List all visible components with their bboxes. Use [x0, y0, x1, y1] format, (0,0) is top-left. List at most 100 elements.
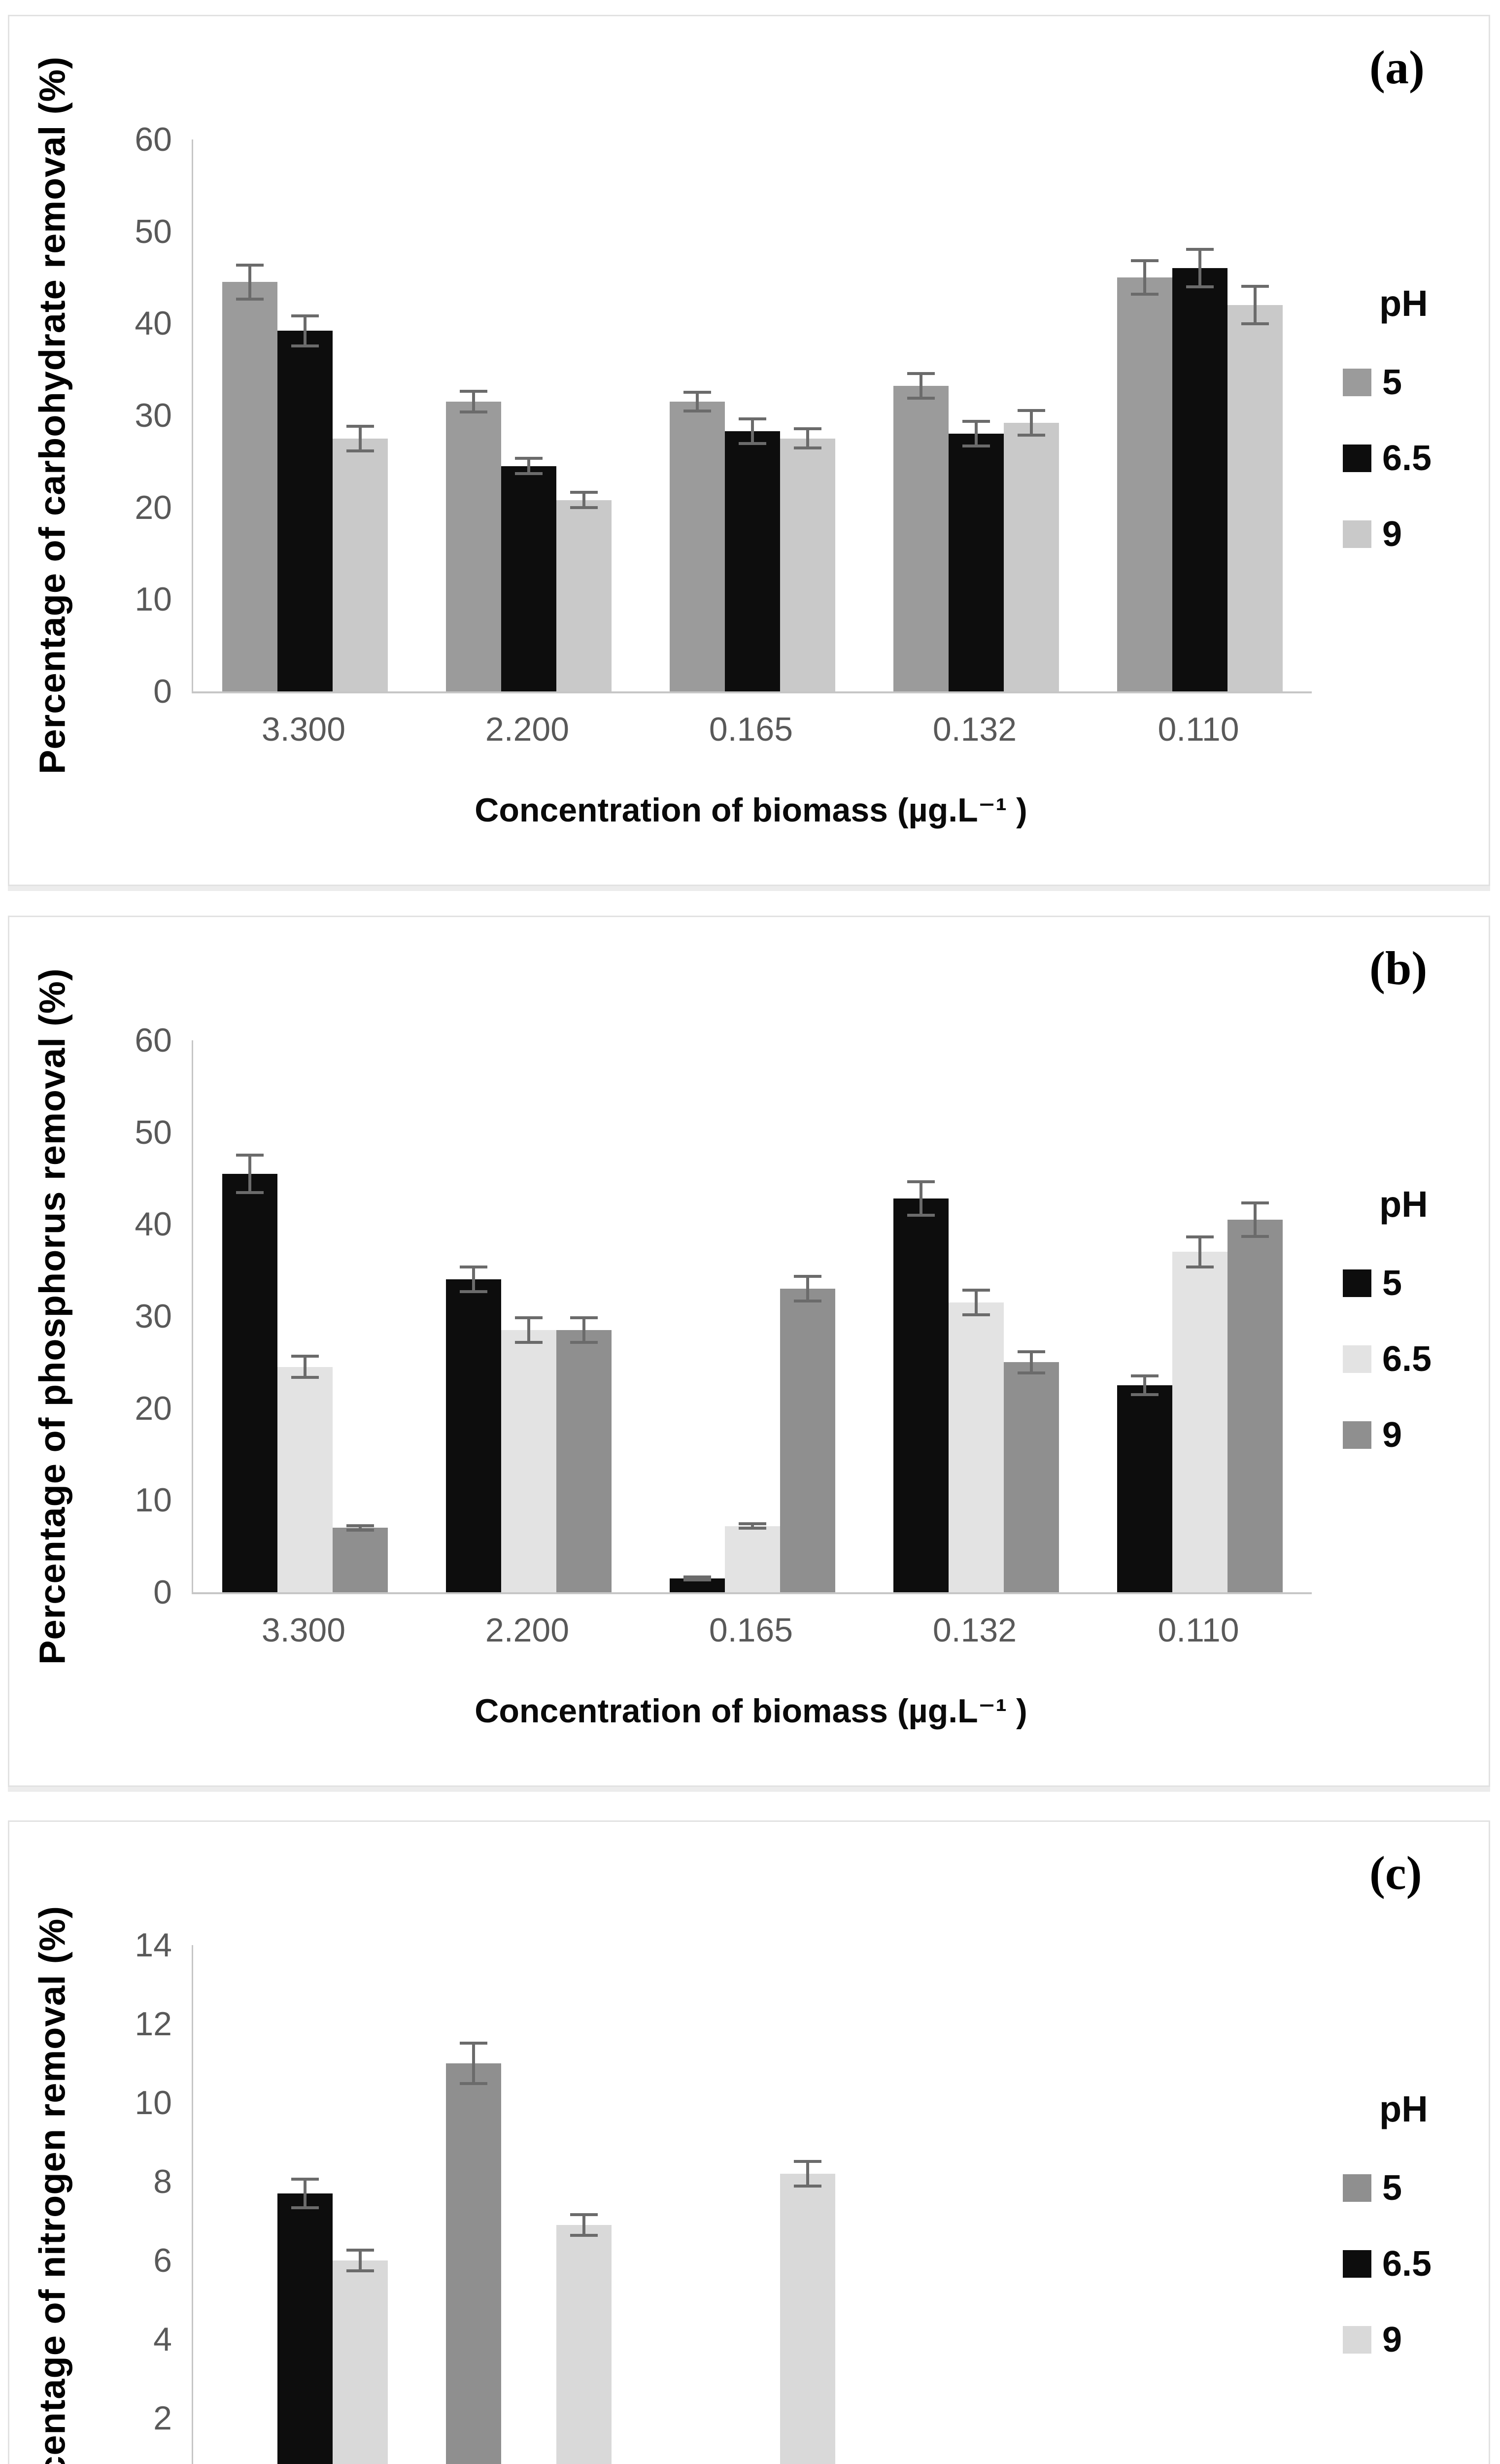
y-tick-label: 6	[153, 2242, 172, 2279]
x-tick-label: 2.200	[485, 1611, 570, 1649]
error-bar-line	[359, 424, 362, 452]
error-bar-cap	[739, 1522, 766, 1526]
legend-title: pH	[1379, 1184, 1428, 1225]
error-bar-line	[1143, 1374, 1146, 1397]
error-bar-line	[359, 2249, 362, 2272]
x-axis-title: Concentration of biomass (µg.L⁻¹ )	[475, 791, 1027, 829]
error-bar	[962, 1289, 990, 1316]
error-bar-cap	[460, 2042, 487, 2045]
bar-ph-6.5	[501, 457, 556, 691]
panel-b-label: (b)	[1369, 942, 1428, 994]
bar-ph-9	[780, 1275, 835, 1592]
bar-ph-6.5	[277, 314, 333, 691]
legend-label: 5	[1382, 2168, 1402, 2208]
error-bar-line	[1198, 1235, 1201, 1268]
legend-swatch	[1343, 1421, 1371, 1449]
y-tick-label: 40	[135, 1205, 172, 1243]
error-bar	[739, 1522, 766, 1530]
bar-ph-6.5	[725, 417, 780, 691]
error-bar-cap	[346, 1524, 374, 1527]
error-bar	[291, 1355, 319, 1379]
legend: pH 5 6.5 9	[1343, 2088, 1496, 2358]
error-bar-cap	[739, 417, 766, 420]
error-bar	[460, 389, 487, 414]
y-tick-label: 40	[135, 305, 172, 342]
legend-item-ph-5: 5	[1343, 2170, 1496, 2206]
error-bar-cap	[907, 372, 935, 376]
error-bar-line	[806, 2160, 809, 2188]
error-bar-line	[1143, 259, 1146, 296]
legend-title: pH	[1379, 283, 1428, 324]
error-bar	[962, 420, 990, 448]
error-bar-cap	[1018, 1371, 1045, 1374]
bar-ph-6.5	[277, 1355, 333, 1592]
error-bar-line	[304, 2178, 307, 2209]
error-bar-cap	[236, 1191, 264, 1194]
bar-ph-9	[556, 2213, 612, 2464]
bar-group	[864, 1945, 1088, 2464]
plot-area	[192, 1945, 1312, 2464]
plot-area	[192, 139, 1312, 693]
legend-label: 6.5	[1382, 2244, 1432, 2284]
y-tick-label: 30	[135, 397, 172, 434]
legend-label: 9	[1382, 514, 1402, 554]
error-bar-cap	[236, 264, 264, 267]
bar-ph-9	[556, 1316, 612, 1592]
error-bar-line	[1254, 284, 1257, 326]
panel-b: (b) Percentage of phosphorus removal (%)…	[8, 916, 1490, 1787]
error-bar-cap	[1018, 433, 1045, 437]
error-bar-line	[248, 264, 251, 301]
legend: pH 5 6.5 9	[1343, 282, 1496, 552]
error-bar	[460, 1266, 487, 1294]
legend-items: 5 6.5 9	[1343, 2170, 1496, 2358]
error-bar-cap	[962, 1289, 990, 1292]
error-bar-cap	[794, 427, 821, 431]
error-bar-cap	[346, 449, 374, 452]
error-bar-line	[920, 1180, 922, 1217]
bar-ph-6.5	[949, 420, 1004, 691]
error-bar-cap	[570, 2234, 598, 2237]
y-tick-label: 10	[135, 1481, 172, 1519]
bar-ph-6.5	[1172, 1235, 1227, 1592]
legend-swatch	[1343, 520, 1371, 548]
error-bar-line	[806, 1275, 809, 1302]
error-bar	[570, 1316, 598, 1344]
error-bar-cap	[460, 389, 487, 393]
error-bar	[291, 314, 319, 347]
y-tick-label: 60	[135, 1022, 172, 1059]
error-bar-cap	[1241, 1201, 1269, 1204]
error-bar-cap	[683, 1578, 711, 1581]
bar-ph-6.5	[501, 1316, 556, 1592]
error-bar-cap	[346, 2249, 374, 2252]
bar-groups	[193, 1040, 1312, 1592]
error-bar	[1131, 259, 1159, 296]
x-axis-tick-labels: 3.300 2.200 0.165 0.132 0.110	[192, 710, 1310, 749]
error-bar-cap	[794, 1300, 821, 1302]
error-bar	[570, 2213, 598, 2237]
bar-group	[193, 1945, 417, 2464]
error-bar-cap	[460, 1290, 487, 1294]
error-bar-cap	[346, 424, 374, 428]
error-bar-cap	[515, 1316, 543, 1319]
error-bar-cap	[570, 1316, 598, 1319]
legend-swatch	[1343, 1269, 1371, 1297]
bar-ph-5	[1117, 1374, 1172, 1592]
error-bar	[1241, 284, 1269, 326]
y-tick-label: 20	[135, 1389, 172, 1427]
error-bar-cap	[683, 410, 711, 413]
y-tick-label: 50	[135, 212, 172, 250]
bar-ph-9	[333, 1524, 388, 1592]
bar-ph-5	[446, 389, 501, 691]
error-bar	[346, 2249, 374, 2272]
error-bar-cap	[1018, 409, 1045, 412]
y-tick-label: 10	[135, 581, 172, 618]
legend-label: 5	[1382, 363, 1402, 402]
error-bar-cap	[1186, 1265, 1214, 1268]
bar-ph-5	[446, 1266, 501, 1592]
bar-ph-5	[670, 390, 725, 691]
error-bar-cap	[291, 2206, 319, 2209]
bar-ph-5	[893, 1180, 949, 1592]
bar-groups	[193, 1945, 1312, 2464]
error-bar	[515, 1316, 543, 1344]
bar-ph-9	[1004, 1350, 1059, 1592]
